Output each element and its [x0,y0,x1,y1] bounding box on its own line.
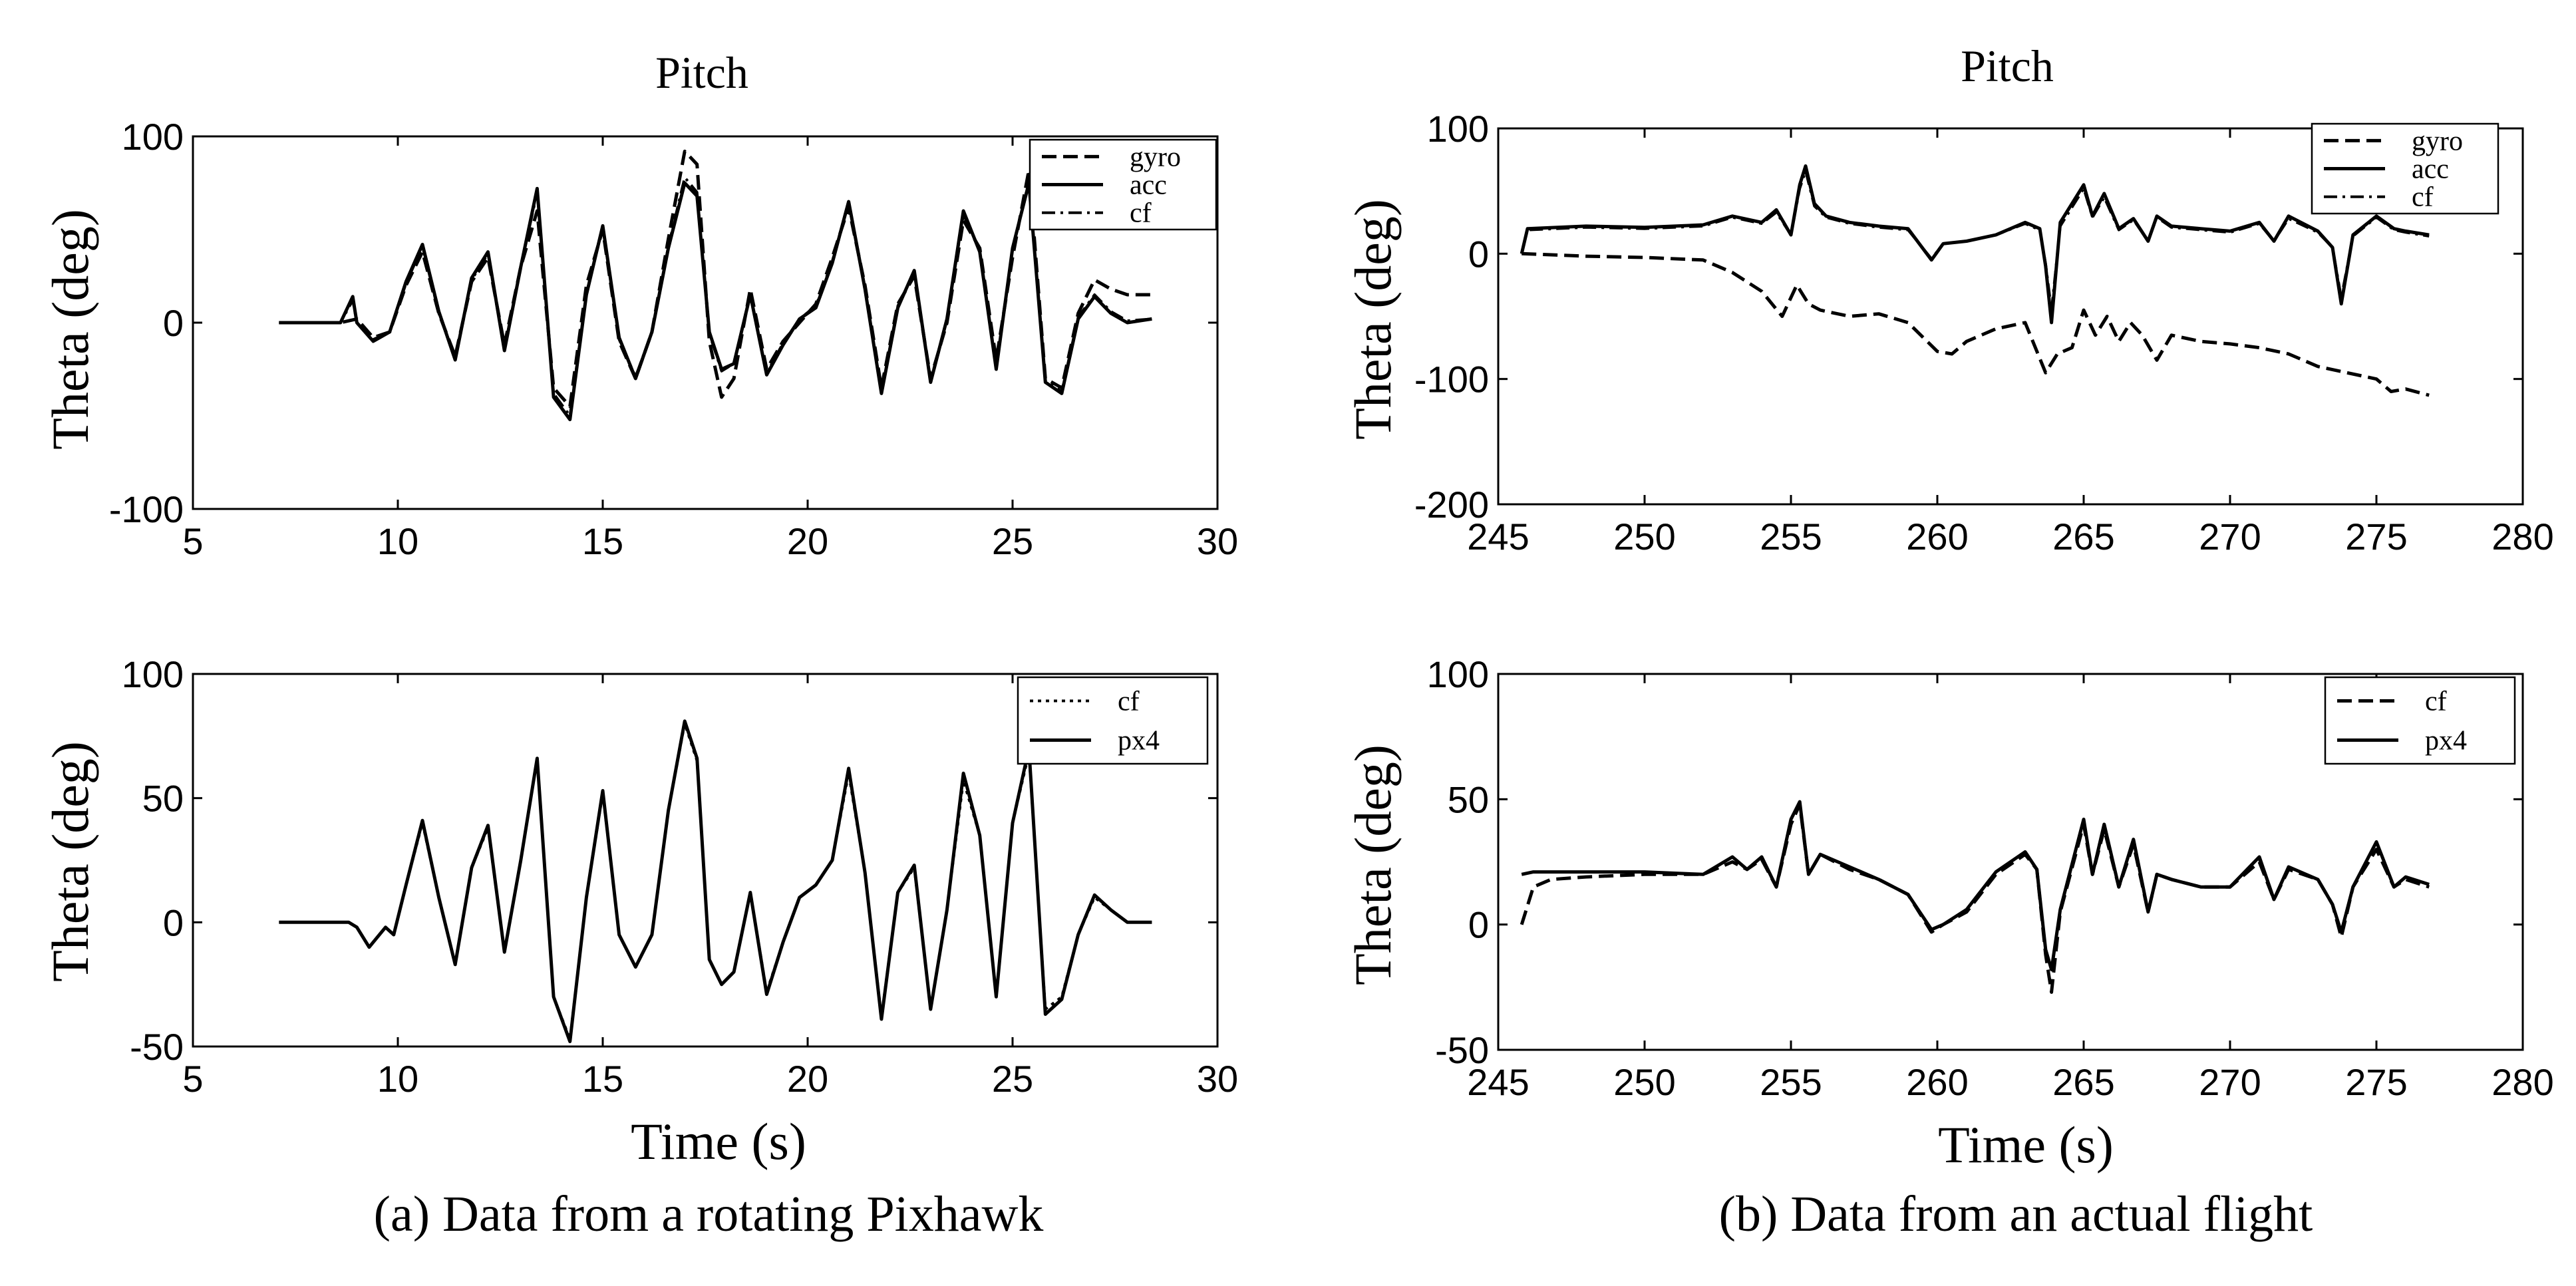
legend-label-cf: cf [2425,686,2447,717]
panel-flight-cf-px4: Theta (deg) Time (s) 245 250 255 260 265 270 2… [1344,653,2554,1174]
legend-label-acc: acc [1130,170,1167,201]
legend-label-acc: acc [2412,154,2449,185]
legend: cf px4 [1017,676,1209,765]
x-tick-label: 25 [992,1058,1033,1100]
legend-box [2324,676,2516,765]
y-tick-label: 50 [142,778,184,820]
y-axis-label: Theta (deg) [1344,744,1402,985]
series-group [279,149,1152,422]
y-axis-label: Theta (deg) [41,209,99,450]
legend-label-cf: cf [1118,686,1140,717]
x-tick-label: 10 [377,1058,418,1100]
y-tick-label: 100 [122,653,184,695]
x-tick-label: 275 [2345,1061,2407,1103]
caption-left: (a) Data from a rotating Pixhawk [374,1186,1044,1242]
plot-area: 245 250 255 260 265 270 275 280 -200 -100 0 100 gyro… [1414,108,2554,558]
panel-rotating-cf-px4: Theta (deg) Time (s) 5 10 15 20 25 30 -50 0 50 10… [41,653,1238,1170]
x-tick-label: 265 [2052,516,2114,558]
y-tick-label: 0 [163,302,184,344]
x-tick-label: 20 [787,1058,828,1100]
y-tick-label: 0 [1468,233,1489,275]
axes-frame [1497,673,2524,1051]
x-axis-label: Time (s) [631,1112,806,1170]
x-tick-label: 260 [1906,1061,1968,1103]
y-axis-label: Theta (deg) [1344,199,1402,440]
y-tick-label: 100 [122,116,184,158]
series-group [1520,800,2430,994]
x-tick-label: 270 [2199,516,2261,558]
x-tick-label: 20 [787,520,828,562]
series-group [1520,164,2430,397]
x-tick-label: 5 [182,520,203,562]
y-axis-label: Theta (deg) [41,741,99,982]
y-tick-label: 50 [1448,778,1489,820]
series-line-cf [279,176,1152,417]
legend-label-cf: cf [2412,182,2434,213]
plot-area: 5 10 15 20 25 30 -50 0 50 100 cf px4 [122,653,1239,1100]
x-tick-label: 275 [2345,516,2407,558]
y-tick-label: -100 [1414,359,1489,401]
x-axis-label: Time (s) [1938,1116,2114,1174]
y-tick-label: -50 [1435,1029,1489,1071]
series-line-px4 [1521,800,2430,971]
panel-flight-pitch: Pitch Theta (deg) 245 250 255 260 265 270 275 2… [1344,41,2554,558]
axes-frame [1497,127,2524,506]
y-tick-label: 0 [163,901,184,943]
legend-label-px4: px4 [2425,726,2467,756]
series-group [279,719,1152,1043]
x-tick-label: 255 [1760,1061,1822,1103]
panel-title: Pitch [1961,41,2054,91]
x-tick-label: 15 [582,520,623,562]
x-tick-label: 15 [582,1058,623,1100]
y-tick-label: 100 [1427,108,1489,150]
legend-label-cf: cf [1130,198,1152,229]
x-tick-label: 30 [1197,1058,1238,1100]
x-tick-label: 280 [2492,1061,2553,1103]
series-line-cf [1520,170,2430,312]
legend-label-gyro: gyro [2412,126,2463,156]
panel-title: Pitch [655,47,748,98]
x-tick-label: 245 [1467,1061,1529,1103]
series-line-px4 [279,719,1152,1043]
plot-area: 245 250 255 260 265 270 275 280 -50 0 50 100 cf px4 [1427,653,2554,1103]
x-tick-label: 5 [182,1058,203,1100]
x-tick-label: 280 [2492,516,2553,558]
legend-label-gyro: gyro [1130,142,1181,172]
x-tick-label: 250 [1613,516,1675,558]
x-tick-label: 250 [1613,1061,1675,1103]
x-tick-label: 270 [2199,1061,2261,1103]
legend-box [1017,676,1209,765]
y-tick-label: -100 [109,488,184,530]
axes-frame [192,673,1219,1048]
y-tick-label: 0 [1468,904,1489,946]
x-tick-label: 25 [992,520,1033,562]
legend-label-px4: px4 [1118,726,1160,756]
x-tick-label: 10 [377,520,418,562]
x-tick-label: 245 [1467,516,1529,558]
panel-rotating-pitch: Pitch Theta (deg) 5 10 15 20 25 30 -100 0 100 gyr… [41,47,1238,562]
legend: cf px4 [2324,676,2516,765]
series-line-gyro [1522,251,2430,397]
y-tick-label: 100 [1427,653,1489,695]
x-tick-label: 265 [2052,1061,2114,1103]
y-tick-label: -50 [130,1026,184,1068]
x-tick-label: 30 [1197,520,1238,562]
x-tick-label: 255 [1760,516,1822,558]
y-tick-label: -200 [1414,484,1489,526]
x-tick-label: 260 [1906,516,1968,558]
caption-right: (b) Data from an actual flight [1719,1186,2313,1242]
